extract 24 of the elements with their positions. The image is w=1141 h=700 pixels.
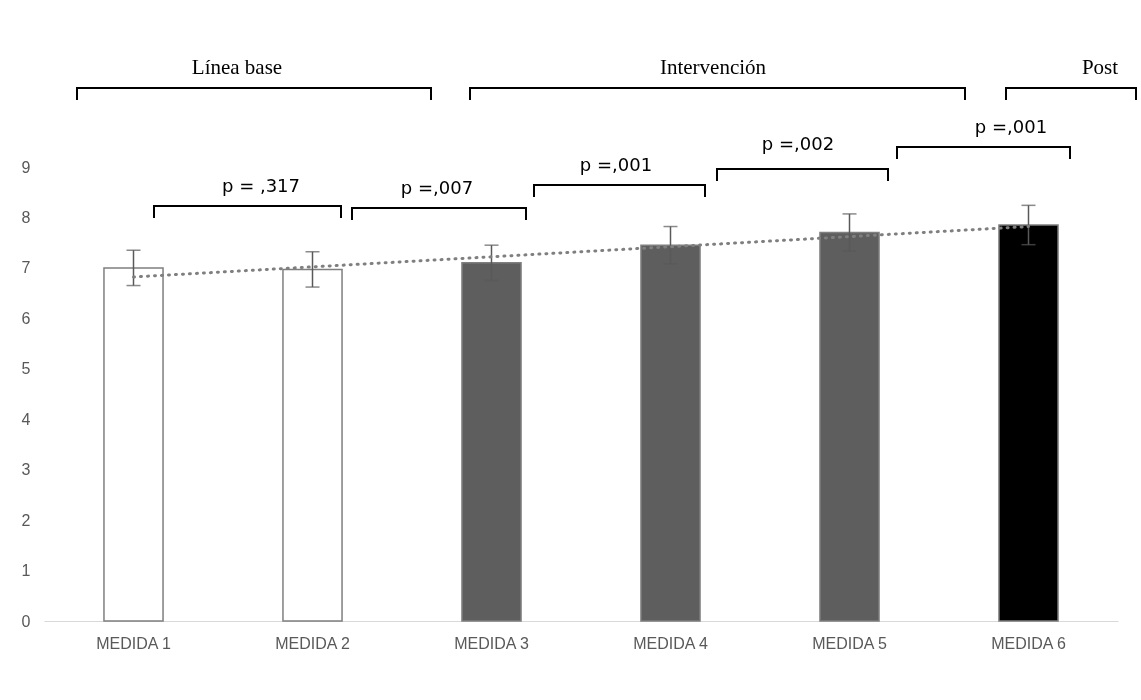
- text: Post: [1081, 55, 1119, 79]
- annotation: p = ,317: [221, 175, 301, 196]
- text: Intervención: [659, 55, 767, 79]
- x-tick-label: MEDIDA 3: [454, 634, 529, 652]
- y-tick-label: 3: [21, 461, 31, 479]
- y-tick-label: 5: [21, 360, 31, 378]
- y-tick-label: 6: [21, 309, 31, 327]
- y-tick-label: 4: [21, 410, 31, 428]
- text: p =,001: [974, 116, 1048, 137]
- y-tick-label: 1: [21, 562, 31, 580]
- x-tick-label: MEDIDA 2: [275, 634, 350, 652]
- x-tick-label: MEDIDA 4: [633, 634, 708, 652]
- text: Línea base: [191, 55, 283, 79]
- annotation: p =,001: [579, 154, 653, 175]
- x-tick-label: MEDIDA 1: [96, 634, 171, 652]
- y-tick-label: 9: [21, 158, 31, 176]
- annotation: p =,007: [400, 177, 474, 198]
- y-tick-label: 0: [21, 612, 31, 630]
- x-tick-label: MEDIDA 6: [991, 634, 1066, 652]
- x-tick-label: MEDIDA 5: [812, 634, 887, 652]
- y-tick-label: 8: [21, 208, 31, 226]
- y-tick-label: 2: [21, 511, 31, 529]
- text: p =,002: [761, 133, 835, 154]
- y-tick-label: 7: [21, 259, 31, 277]
